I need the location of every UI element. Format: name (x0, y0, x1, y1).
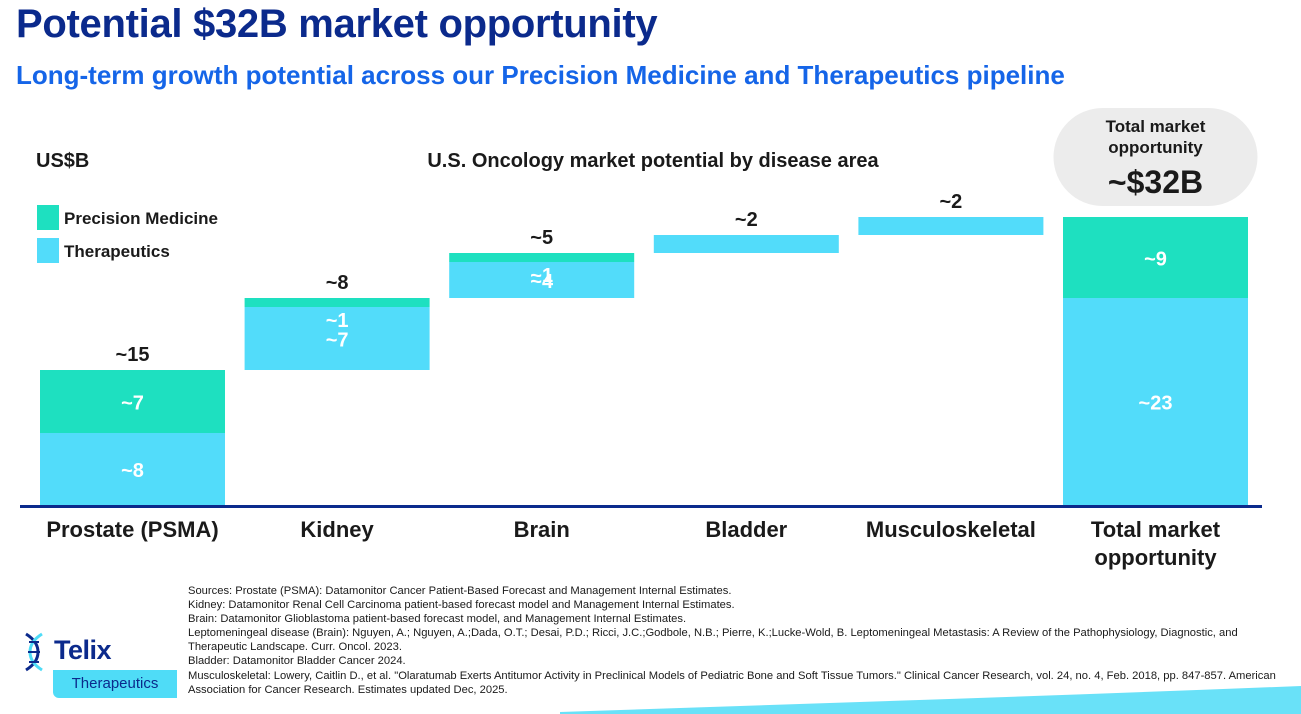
data-label-total: ~15 (116, 344, 150, 366)
category-label: Kidney (300, 517, 374, 542)
footnote-line: Bladder: Datamonitor Bladder Cancer 2024… (188, 655, 406, 668)
footnote-line: Brain: Datamonitor Glioblastoma patient-… (188, 613, 687, 626)
data-label-precision-medicine: ~1 (530, 265, 553, 287)
decorative-wave (560, 686, 1301, 714)
footnote-line: Musculoskeletal: Lowery, Caitlin D., et … (188, 669, 1276, 696)
total-callout-bubble (1053, 108, 1258, 206)
callout-label: opportunity (1108, 138, 1203, 157)
data-label-precision-medicine: ~7 (121, 393, 144, 415)
data-label-total: ~5 (530, 227, 553, 249)
legend-swatch (37, 238, 59, 263)
callout-label: Total market (1106, 117, 1206, 136)
page-subtitle: Long-term growth potential across our Pr… (16, 60, 1065, 90)
y-axis-unit-label: US$B (36, 150, 89, 172)
category-label: opportunity (1094, 545, 1217, 570)
category-label: Bladder (705, 517, 787, 542)
data-label-therapeutics: ~4 (530, 271, 554, 293)
chart-title: U.S. Oncology market potential by diseas… (427, 150, 879, 172)
footnote-line: Sources: Prostate (PSMA): Datamonitor Ca… (188, 585, 732, 597)
bar-precision-medicine (449, 253, 635, 262)
footnote-line: Leptomeningeal disease (Brain): Nguyen, … (188, 627, 1238, 654)
logo-name: Telix (54, 635, 112, 665)
legend-swatch (37, 205, 59, 230)
bar-therapeutics (244, 307, 430, 370)
category-label: Brain (514, 517, 570, 542)
category-label: Prostate (PSMA) (46, 517, 218, 542)
helix-logo-icon (25, 632, 43, 672)
page-title: Potential $32B market opportunity (16, 2, 658, 46)
footnote-line: Kidney: Datamonitor Renal Cell Carcinoma… (188, 599, 735, 612)
bars-layer (20, 108, 1262, 508)
data-label-precision-medicine: ~9 (1144, 249, 1167, 271)
bar-therapeutics (1063, 298, 1248, 505)
data-label-total: ~8 (326, 272, 349, 294)
legend-label: Therapeutics (64, 242, 170, 261)
bar-therapeutics (858, 217, 1044, 235)
category-label: Total market (1091, 517, 1221, 542)
data-label-total: ~2 (735, 209, 758, 231)
footnotes: Sources: Prostate (PSMA): Datamonitor Ca… (188, 584, 1298, 697)
data-label-therapeutics: ~8 (121, 460, 144, 482)
callout-value: ~$32B (1108, 164, 1203, 200)
bar-therapeutics (40, 433, 225, 505)
bar-therapeutics (653, 235, 839, 253)
category-label: Musculoskeletal (866, 517, 1036, 542)
bar-precision-medicine (1063, 217, 1248, 298)
data-label-therapeutics: ~23 (1139, 393, 1173, 415)
legend-label: Precision Medicine (64, 209, 218, 228)
data-label-total: ~2 (939, 191, 962, 213)
data-label-therapeutics: ~7 (326, 330, 349, 352)
logo-tagline: Therapeutics (53, 670, 177, 698)
bar-precision-medicine (244, 298, 430, 307)
bar-precision-medicine (40, 370, 225, 433)
data-label-precision-medicine: ~1 (326, 310, 349, 332)
bar-therapeutics (449, 262, 635, 298)
